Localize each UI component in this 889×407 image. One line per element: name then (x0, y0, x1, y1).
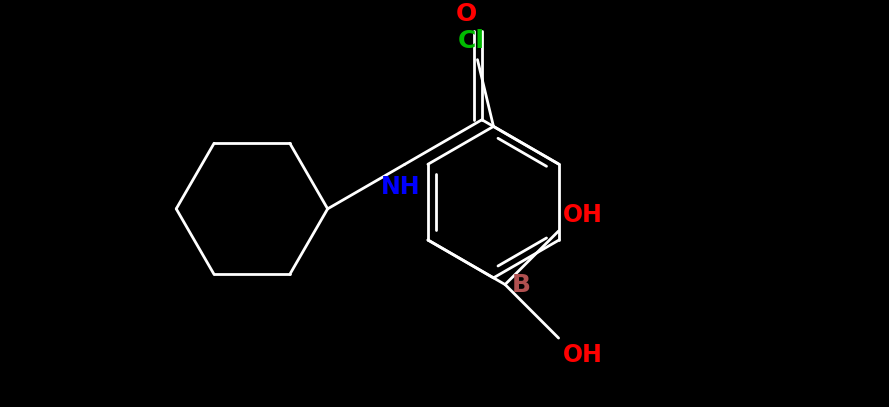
Text: OH: OH (563, 203, 603, 227)
Text: OH: OH (563, 343, 603, 367)
Text: NH: NH (380, 175, 420, 199)
Text: O: O (455, 2, 477, 26)
Text: B: B (512, 273, 532, 297)
Text: Cl: Cl (458, 29, 485, 53)
